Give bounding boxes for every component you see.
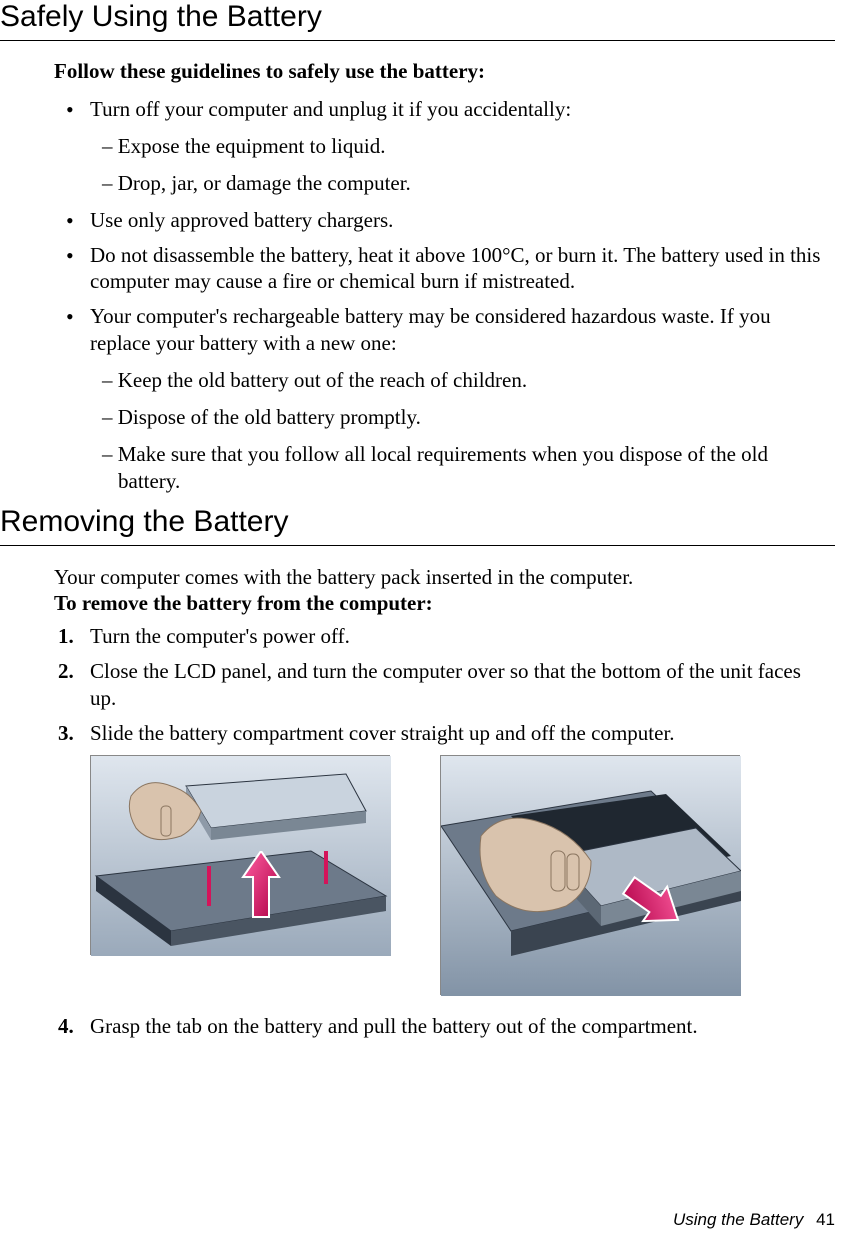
section2-body: Your computer comes with the battery pac…: [0, 564, 835, 1040]
bullet-item: Do not disassemble the battery, heat it …: [90, 242, 825, 296]
intro-line2: To remove the battery from the computer:: [54, 590, 825, 617]
step-item: Close the LCD panel, and turn the comput…: [90, 658, 825, 712]
section-heading-removing: Removing the Battery: [0, 505, 835, 546]
step-item: Turn the computer's power off.: [90, 623, 825, 650]
figure-remove-cover: [90, 755, 390, 955]
bullet-text: Turn off your computer and unplug it if …: [90, 97, 571, 121]
sub-item: – Dispose of the old battery promptly.: [90, 404, 825, 431]
arrow-up-icon: [241, 851, 281, 921]
bullet-item: Turn off your computer and unplug it if …: [90, 96, 825, 197]
page-footer: Using the Battery 41: [673, 1210, 835, 1230]
section-heading-safely-using: Safely Using the Battery: [0, 0, 835, 41]
sub-item: – Drop, jar, or damage the computer.: [90, 170, 825, 197]
section1-body: Follow these guidelines to safely use th…: [0, 59, 835, 495]
step-item: Grasp the tab on the battery and pull th…: [90, 1013, 825, 1040]
sub-item: – Expose the equipment to liquid.: [90, 133, 825, 160]
arrow-diagonal-icon: [616, 866, 686, 936]
bullet-text: Do not disassemble the battery, heat it …: [90, 243, 820, 294]
bullet-item: Your computer's rechargeable battery may…: [90, 303, 825, 494]
bullet-text: Use only approved battery chargers.: [90, 208, 393, 232]
figure-pull-battery: [440, 755, 740, 995]
section1-bullet-list: Turn off your computer and unplug it if …: [54, 96, 825, 495]
section2-steps-cont: Grasp the tab on the battery and pull th…: [54, 1013, 825, 1040]
sub-item: – Make sure that you follow all local re…: [90, 441, 825, 495]
footer-label: Using the Battery: [673, 1210, 803, 1229]
sub-item: – Keep the old battery out of the reach …: [90, 367, 825, 394]
bullet-text: Your computer's rechargeable battery may…: [90, 304, 771, 355]
footer-page-number: 41: [816, 1210, 835, 1229]
section2-steps: Turn the computer's power off. Close the…: [54, 623, 825, 747]
section1-lead: Follow these guidelines to safely use th…: [54, 59, 825, 84]
figure-row: [54, 755, 825, 995]
step-item: Slide the battery compartment cover stra…: [90, 720, 825, 747]
intro-line1: Your computer comes with the battery pac…: [54, 565, 633, 589]
figure2-svg: [441, 756, 741, 996]
bullet-item: Use only approved battery chargers.: [90, 207, 825, 234]
section2-intro: Your computer comes with the battery pac…: [54, 564, 825, 618]
